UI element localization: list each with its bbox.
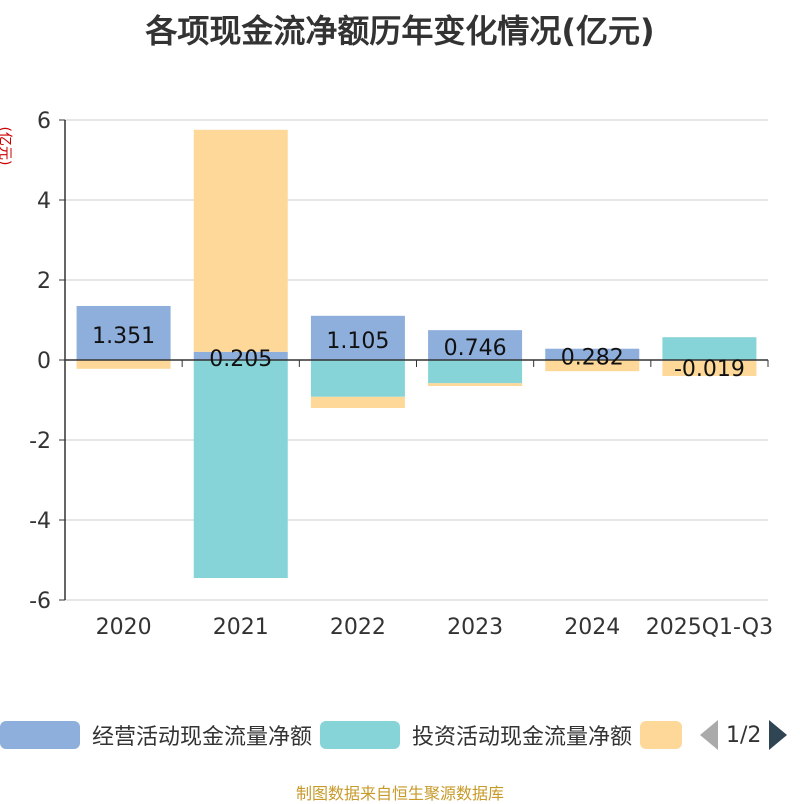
legend: 经营活动现金流量净额 投资活动现金流量净额 1/2 xyxy=(0,718,800,752)
bar-2024-series-0 xyxy=(545,348,640,360)
legend-prev-page-icon[interactable] xyxy=(700,720,718,750)
legend-item-operating[interactable]: 经营活动现金流量净额 xyxy=(0,718,312,752)
bar-2023-series-2 xyxy=(428,383,523,386)
y-tick-label: -6 xyxy=(29,589,51,614)
data-label: 0.746 xyxy=(444,336,507,361)
bar-2025Q1-Q3-series-2 xyxy=(662,360,757,376)
chart-canvas: 6 4 2 0 -2 -4 -6 1.351 0.205 1.105 0.746 0.282 -0.01… xyxy=(29,109,773,640)
chart-title: 各项现金流净额历年变化情况(亿元) xyxy=(145,12,655,50)
legend-swatch xyxy=(640,721,682,749)
bar-2023-series-0 xyxy=(428,330,523,360)
bar-2021-series-2 xyxy=(193,129,288,352)
bar-2022-series-2 xyxy=(310,396,405,408)
x-tick-label: 2025Q1-Q3 xyxy=(646,615,773,640)
x-tick-label: 2021 xyxy=(213,615,269,640)
data-source-note: 制图数据来自恒生聚源数据库 xyxy=(295,784,504,803)
bar-2021-series-1 xyxy=(193,360,288,578)
legend-swatch xyxy=(320,721,400,749)
data-label: 0.282 xyxy=(561,345,624,370)
bar-2020-series-0 xyxy=(76,305,171,360)
y-tick-label: 4 xyxy=(37,189,51,214)
y-tick-label: 2 xyxy=(37,269,51,294)
legend-next-page-icon[interactable] xyxy=(769,720,788,750)
bar-2021-series-0 xyxy=(193,351,288,360)
bar-2022-series-0 xyxy=(310,315,405,360)
legend-pager: 1/2 xyxy=(700,718,788,752)
data-label: 0.205 xyxy=(209,347,272,372)
data-label: -0.019 xyxy=(674,357,745,382)
bar-2024-series-2 xyxy=(545,360,640,372)
data-label: 1.105 xyxy=(326,329,389,354)
legend-label: 经营活动现金流量净额 xyxy=(92,725,313,750)
x-tick-label: 2022 xyxy=(330,615,386,640)
bar-2025Q1-Q3-series-1 xyxy=(662,337,757,360)
legend-page-indicator: 1/2 xyxy=(726,722,762,748)
x-tick-label: 2020 xyxy=(96,615,152,640)
y-tick-label: -4 xyxy=(29,509,51,534)
data-label: 1.351 xyxy=(92,324,155,349)
bar-2022-series-1 xyxy=(310,360,405,397)
bar-2020-series-2 xyxy=(76,360,171,369)
x-tick-label: 2023 xyxy=(447,615,503,640)
legend-swatch xyxy=(0,721,80,749)
y-tick-label: -2 xyxy=(29,429,51,454)
legend-item-financing[interactable] xyxy=(640,718,694,752)
legend-item-investing[interactable]: 投资活动现金流量净额 xyxy=(320,718,632,752)
y-tick-label: 0 xyxy=(37,349,51,374)
bar-2023-series-1 xyxy=(428,360,523,384)
y-tick-label: 6 xyxy=(37,109,51,134)
x-tick-label: 2024 xyxy=(564,615,620,640)
legend-label: 投资活动现金流量净额 xyxy=(412,725,633,750)
